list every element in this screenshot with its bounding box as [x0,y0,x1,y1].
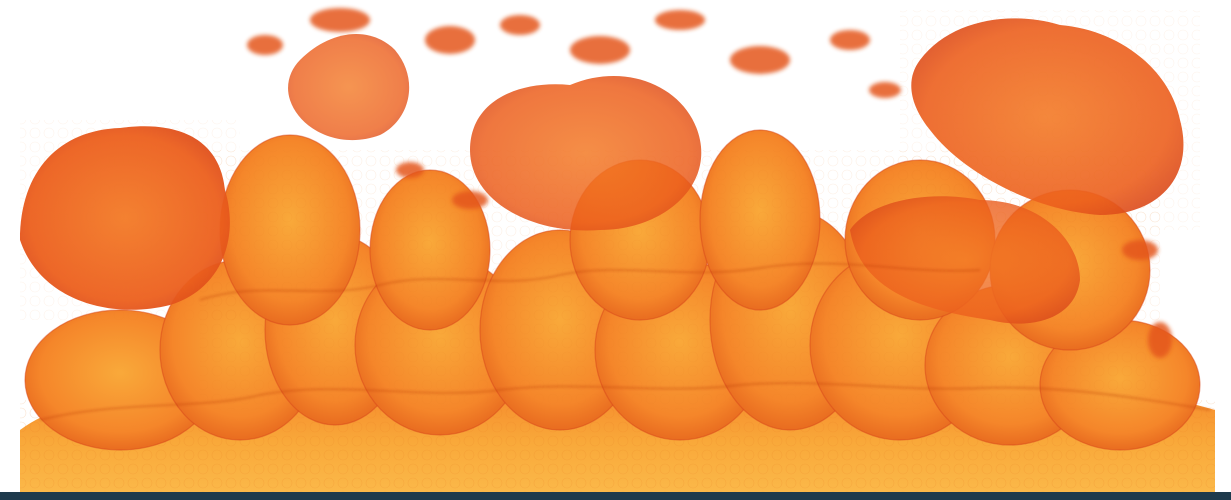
flame-wisps [247,8,1172,358]
bottom-bar [0,492,1231,500]
flame-edge-lines [39,262,1211,421]
flame-texture-overlay [20,10,1200,320]
